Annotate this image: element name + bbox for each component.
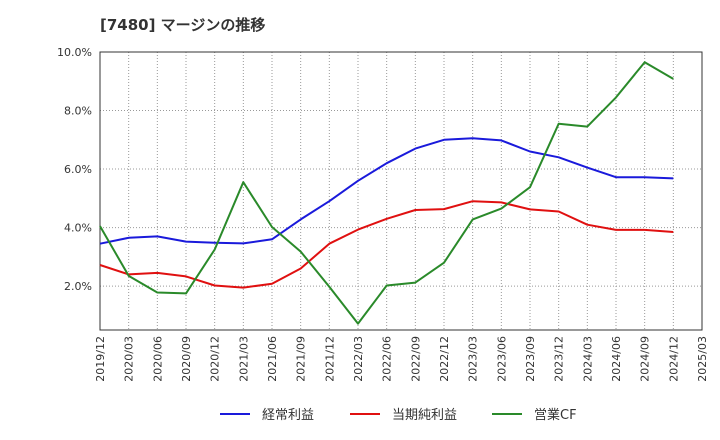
x-tick-label: 2024/03 bbox=[581, 336, 594, 382]
x-tick-label: 2021/09 bbox=[295, 336, 308, 382]
x-axis-ticks: 2019/12 2020/03 2020/06 2020/09 2020/12 2021/… bbox=[94, 336, 709, 382]
x-tick-label: 2025/03 bbox=[696, 336, 709, 382]
x-tick-label: 2023/12 bbox=[553, 336, 566, 382]
x-tick-label: 2024/06 bbox=[610, 336, 623, 382]
y-tick-label: 4.0% bbox=[64, 222, 92, 235]
y-axis-ticks: 2.0% 4.0% 6.0% 8.0% 10.0% bbox=[57, 46, 92, 293]
legend-swatch bbox=[350, 412, 380, 415]
x-tick-label: 2022/09 bbox=[409, 336, 422, 382]
x-tick-label: 2020/09 bbox=[180, 336, 193, 382]
x-tick-label: 2023/09 bbox=[524, 336, 537, 382]
legend-item-ordinary-profit: 経常利益 bbox=[220, 404, 314, 423]
series-lines bbox=[99, 61, 674, 325]
legend-item-net-profit: 当期純利益 bbox=[350, 404, 457, 423]
x-tick-label: 2023/06 bbox=[495, 336, 508, 382]
legend-swatch bbox=[492, 412, 522, 415]
x-tick-label: 2022/12 bbox=[438, 336, 451, 382]
legend-label: 経常利益 bbox=[262, 408, 315, 423]
plot-frame bbox=[99, 51, 703, 331]
x-tick-label: 2020/12 bbox=[209, 336, 222, 382]
x-tick-label: 2021/06 bbox=[266, 336, 279, 382]
x-tick-label: 2021/12 bbox=[323, 336, 336, 382]
legend-item-operating-cf: 営業CF bbox=[492, 404, 577, 423]
x-tick-label: 2024/09 bbox=[639, 336, 652, 382]
y-tick-label: 2.0% bbox=[64, 280, 92, 293]
series-line-0 bbox=[99, 137, 674, 245]
y-tick-label: 10.0% bbox=[57, 46, 92, 59]
legend-label: 当期純利益 bbox=[392, 408, 458, 423]
x-tick-label: 2022/06 bbox=[381, 336, 394, 382]
chart-area: 2.0% 4.0% 6.0% 8.0% 10.0% 2019/12 2020/03 2020… bbox=[57, 46, 709, 382]
y-tick-label: 8.0% bbox=[64, 105, 92, 118]
x-tick-label: 2023/03 bbox=[467, 336, 480, 382]
x-tick-label: 2020/03 bbox=[123, 336, 136, 382]
legend-label: 営業CF bbox=[534, 408, 577, 423]
series-line-2 bbox=[99, 61, 674, 325]
x-tick-label: 2024/12 bbox=[667, 336, 680, 382]
legend: 経常利益 当期純利益 営業CF bbox=[0, 404, 720, 428]
chart-title: [7480] マージンの推移 bbox=[100, 16, 266, 34]
legend-swatch bbox=[220, 412, 250, 415]
x-tick-label: 2019/12 bbox=[94, 336, 107, 382]
y-tick-label: 6.0% bbox=[64, 163, 92, 176]
x-tick-label: 2021/03 bbox=[237, 336, 250, 382]
x-tick-label: 2020/06 bbox=[151, 336, 164, 382]
x-tick-label: 2022/03 bbox=[352, 336, 365, 382]
